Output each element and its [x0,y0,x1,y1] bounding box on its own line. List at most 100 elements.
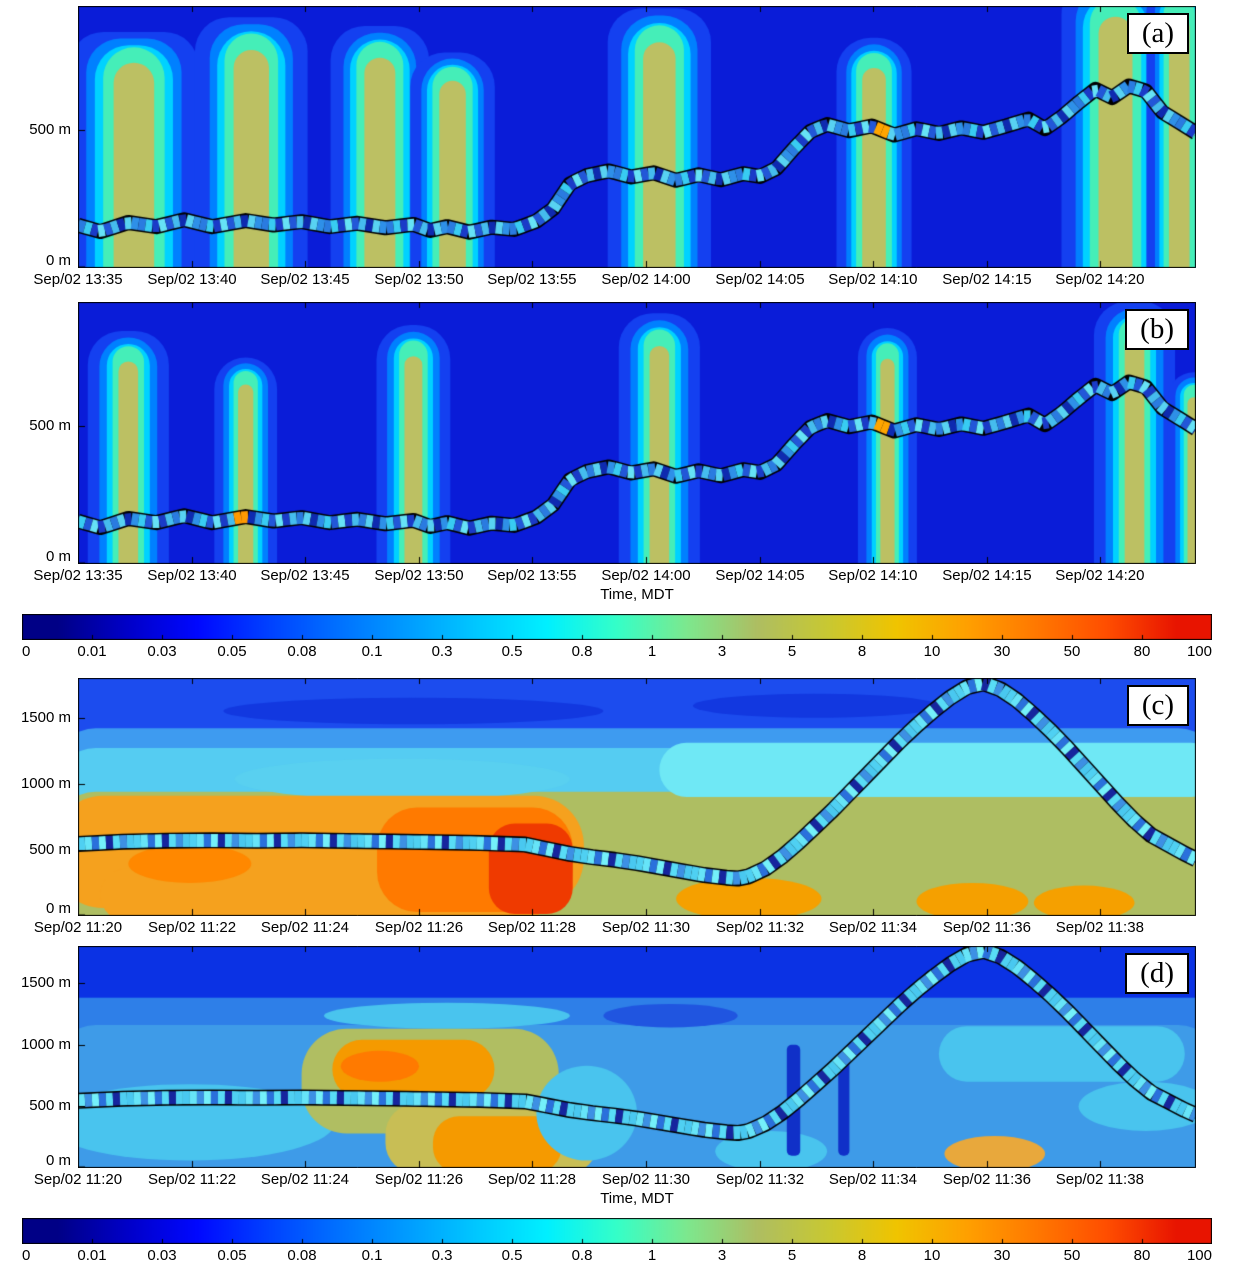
y-tick-label: 0 m [45,252,71,269]
x-tick-label: Sep/02 11:38 [1055,1171,1144,1188]
x-axis-b: Sep/02 13:35 Sep/02 13:40 Sep/02 13:45 Sep/… [0,564,1235,586]
colorbar-tick-label: 0 [22,643,31,660]
colorbar-tick-label: 0.03 [147,1247,177,1264]
colorbar-tick-label: 0.3 [431,643,453,660]
colorbar-tick-label: 0.01 [77,1247,107,1264]
x-tick-label: Sep/02 11:24 [260,1171,350,1188]
x-tick-label: Sep/02 13:45 [260,567,350,584]
plot-area-d: (d) [78,946,1196,1168]
colorbar-tick-label: 50 [1063,643,1081,660]
colorbar-tick-label: 8 [857,1247,867,1264]
y-tick-label: 1000 m [20,1035,71,1053]
colorbar-tick-label: 80 [1133,643,1151,660]
colorbar-tick-label: 0.3 [431,1247,453,1264]
x-tick-label: Sep/02 14:05 [715,567,805,584]
x-tick-label: Sep/02 11:30 [601,919,691,936]
x-axis-d: Sep/02 11:20 Sep/02 11:22 Sep/02 11:24 Sep/… [0,1168,1235,1190]
y-axis-c: 1500 m 1000 m 500 m 0 m [0,678,78,917]
x-tick-label: Sep/02 11:24 [260,919,350,936]
colorbar-tick-label: 0.08 [287,1247,317,1264]
x-tick-label: Sep/02 13:55 [487,271,577,288]
colorbar-tick-label: 0.1 [361,1247,383,1264]
x-tick-label: Sep/02 11:26 [374,1171,464,1188]
x-tick-label: Sep/02 13:55 [487,567,577,584]
x-tick-label: Sep/02 14:00 [601,567,691,584]
y-tick-label: 0 m [45,548,71,565]
x-tick-label: Sep/02 11:20 [33,919,123,936]
x-tick-label: Sep/02 11:32 [715,919,805,936]
colorbar-tick-label: 10 [923,643,941,660]
colorbar-tick-label: 1 [647,643,657,660]
x-tick-label: Sep/02 13:40 [147,271,237,288]
panel-gap [0,662,1235,678]
panel-label-a: (a) [1126,13,1189,55]
plot-area-b: (b) [78,302,1196,564]
colorbar-tick-label: 5 [787,643,797,660]
x-tick-label: Sep/02 13:35 [33,567,123,584]
colorbar-tick-label: 0.5 [501,643,523,660]
y-axis-a: 500 m 0 m [0,6,78,269]
colorbar-tick-label: 1 [647,1247,657,1264]
x-tick-label: Sep/02 14:15 [942,271,1032,288]
x-tick-label: Sep/02 11:36 [942,919,1031,936]
x-tick-label: Sep/02 11:28 [487,919,576,936]
x-tick-label: Sep/02 11:22 [147,919,237,936]
colorbar-labels-bottom: 0 0.01 0.03 0.05 0.08 0.1 0.3 0.5 0.8 1 3 5 8 10 30 50 8… [22,1244,1212,1266]
x-tick-label: Sep/02 14:10 [828,271,918,288]
colorbar-tick-label: 10 [923,1247,941,1264]
colorbar-tick-label: 0.5 [501,1247,523,1264]
x-tick-label: Sep/02 13:35 [33,271,123,288]
y-axis-d: 1500 m 1000 m 500 m 0 m [0,946,78,1169]
x-tick-label: Sep/02 11:28 [487,1171,576,1188]
x-tick-label: Sep/02 11:36 [942,1171,1031,1188]
plot-area-c: (c) [78,678,1196,916]
colorbar-tick-label: 8 [857,643,867,660]
colorbar-tick-label: 50 [1063,1247,1081,1264]
x-tick-label: Sep/02 13:50 [374,271,464,288]
panel-label-b: (b) [1125,309,1189,351]
colorbar-tick-label: 0.1 [361,643,383,660]
x-tick-label: Sep/02 11:38 [1055,919,1144,936]
x-tick-label: Sep/02 14:20 [1055,567,1145,584]
colorbar-tick-label: 80 [1133,1247,1151,1264]
colorbar-tick-label: 100 [1186,1247,1212,1264]
x-tick-label: Sep/02 14:10 [828,567,918,584]
x-tick-label: Sep/02 13:40 [147,567,237,584]
colorbar-tick-label: 30 [993,1247,1011,1264]
x-tick-label: Sep/02 11:34 [828,919,917,936]
x-tick-label: Sep/02 14:05 [715,271,805,288]
colorbar-tick-label: 5 [787,1247,797,1264]
y-tick-label: 500 m [29,1097,71,1115]
y-tick-label: 500 m [29,840,71,858]
colorbar-tick-label: 30 [993,643,1011,660]
colorbar-tick-label: 0.8 [571,1247,593,1264]
colorbar-tick-label: 3 [717,643,727,660]
x-tick-label: Sep/02 11:26 [374,919,464,936]
y-tick-label: 500 m [29,121,71,139]
time-axis-title-top: Time, MDT [600,586,674,603]
colorbar-bottom: 0 0.01 0.03 0.05 0.08 0.1 0.3 0.5 0.8 1 3 5 8 10 30 50 8… [22,1218,1212,1266]
colorbar-canvas-top [22,614,1212,640]
y-tick-label: 1500 m [20,708,71,726]
colorbar-tick-label: 0.05 [217,1247,247,1264]
y-tick-label: 0 m [45,1152,71,1169]
x-tick-label: Sep/02 13:45 [260,271,350,288]
x-tick-label: Sep/02 11:20 [33,1171,123,1188]
x-tick-label: Sep/02 11:30 [601,1171,691,1188]
colorbar-canvas-bottom [22,1218,1212,1244]
y-tick-label: 500 m [29,417,71,435]
y-tick-label: 0 m [45,900,71,917]
x-axis-c: Sep/02 11:20 Sep/02 11:22 Sep/02 11:24 Sep/… [0,916,1235,938]
x-axis-a: Sep/02 13:35 Sep/02 13:40 Sep/02 13:45 Sep/… [0,268,1235,290]
colorbar-tick-label: 0.05 [217,643,247,660]
panel-label-d: (d) [1125,953,1189,995]
y-axis-b: 500 m 0 m [0,302,78,565]
colorbar-tick-label: 0.01 [77,643,107,660]
colorbar-top: 0 0.01 0.03 0.05 0.08 0.1 0.3 0.5 0.8 1 3 5 8 10 30 50 8… [22,614,1212,662]
plot-area-a: (a) [78,6,1196,268]
